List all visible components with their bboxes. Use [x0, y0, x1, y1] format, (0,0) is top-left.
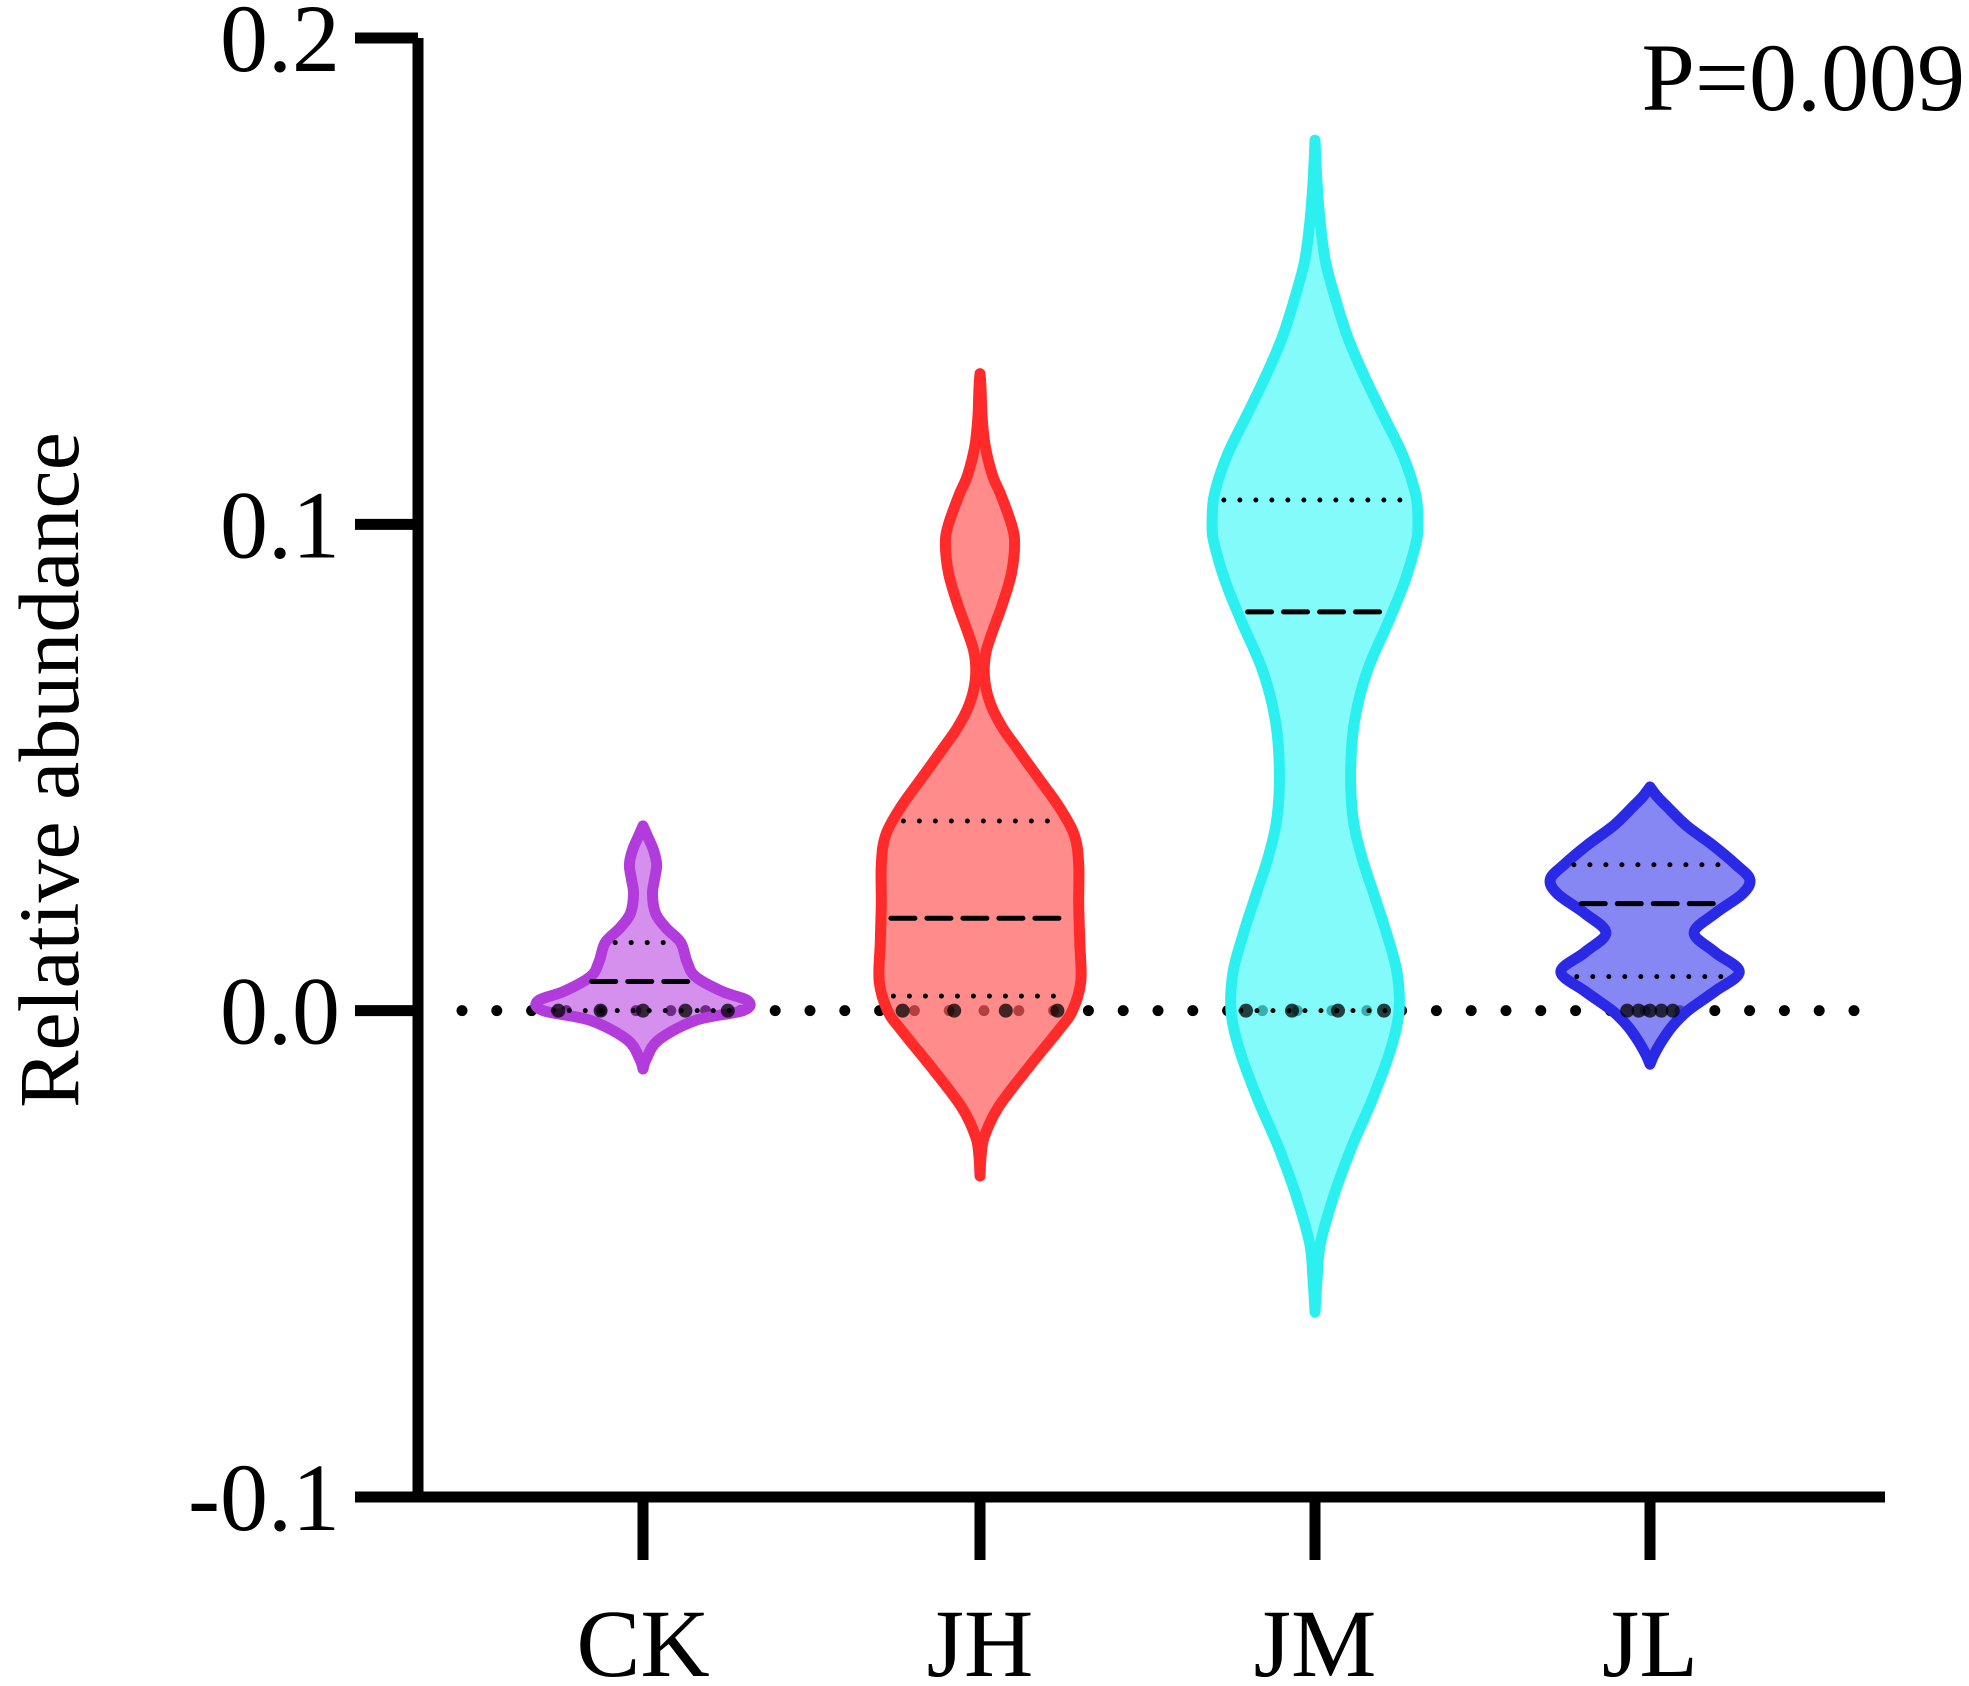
y-tick-label: -0.1 — [188, 1444, 340, 1551]
data-point — [1239, 1003, 1253, 1018]
violin-body — [873, 368, 1087, 1182]
violin-jl — [1544, 781, 1756, 1070]
data-point — [1620, 1003, 1635, 1018]
data-point — [947, 1003, 962, 1018]
data-point — [678, 1003, 693, 1018]
y-axis-label: Relative abundance — [1, 432, 97, 1108]
x-tick-label: JH — [927, 1590, 1034, 1686]
y-tick-layer: 0.2 0.1 0.0 -0.1 — [188, 0, 418, 1551]
data-point — [1665, 1003, 1680, 1018]
data-point — [1050, 1003, 1065, 1018]
y-tick-label: 0.1 — [220, 471, 340, 578]
data-point — [720, 1003, 735, 1018]
violin-body — [530, 820, 756, 1075]
data-point — [593, 1003, 608, 1018]
data-point — [895, 1003, 910, 1018]
data-point — [1377, 1003, 1391, 1018]
data-point — [551, 1003, 566, 1018]
violin-ck — [530, 820, 756, 1075]
x-tick-label: JL — [1602, 1590, 1698, 1686]
data-point — [1331, 1003, 1345, 1018]
x-tick-layer: CK JH JM JL — [576, 1497, 1698, 1686]
data-point — [636, 1003, 650, 1018]
data-point — [1654, 1003, 1669, 1018]
x-tick-label: JM — [1254, 1590, 1377, 1686]
violin-body — [1206, 134, 1424, 1318]
data-point — [1643, 1003, 1657, 1018]
y-tick-label: 0.0 — [220, 958, 340, 1065]
p-value-annotation: P=0.009 — [1641, 24, 1965, 131]
violin-jh — [873, 368, 1087, 1182]
data-point — [998, 1003, 1013, 1018]
x-tick-label: CK — [576, 1590, 709, 1686]
violin-body — [1544, 781, 1756, 1070]
violins-layer — [530, 134, 1756, 1318]
y-tick-label: 0.2 — [220, 0, 340, 92]
axes-layer — [355, 38, 1885, 1503]
data-point — [1285, 1003, 1299, 1018]
violin-jm — [1206, 134, 1424, 1318]
data-point — [1631, 1003, 1646, 1018]
